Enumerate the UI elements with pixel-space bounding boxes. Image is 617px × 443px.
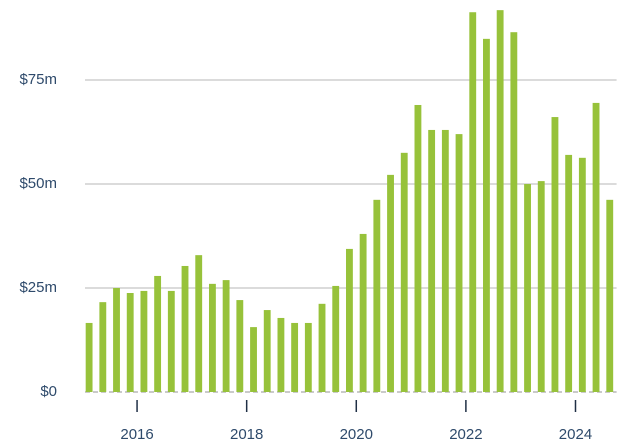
x-tick-label: 2018: [230, 426, 263, 443]
bar: [346, 248, 353, 392]
bar: [359, 233, 367, 392]
bar: [441, 129, 449, 392]
bar: [496, 10, 504, 393]
bar: [510, 32, 518, 392]
bar: [400, 152, 408, 392]
bar: [140, 290, 148, 392]
bar: [126, 293, 134, 392]
bar: [263, 310, 271, 392]
bar: [483, 38, 490, 393]
bar: [455, 134, 463, 392]
bar: [428, 129, 436, 392]
bar: [250, 327, 257, 392]
y-tick-label: $25m: [19, 279, 57, 296]
bar: [606, 199, 614, 392]
y-tick-label: $75m: [19, 71, 57, 88]
y-tick-label: $0: [40, 383, 57, 400]
bar: [277, 317, 285, 392]
bar: [332, 285, 340, 392]
x-tick-label: 2024: [559, 426, 592, 443]
bar: [99, 302, 107, 392]
bar: [469, 12, 477, 392]
bar: [113, 288, 120, 392]
bar: [167, 290, 175, 392]
bar: [551, 117, 559, 392]
bar: [565, 154, 573, 392]
bar: [222, 280, 230, 392]
y-tick-label: $50m: [19, 175, 57, 192]
bar: [373, 199, 381, 392]
x-tick-label: 2016: [120, 426, 153, 443]
bar: [524, 184, 531, 392]
bar: [85, 322, 93, 392]
bar: [236, 300, 244, 392]
bar: [195, 255, 203, 392]
bar: [318, 303, 326, 392]
x-tick-label: 2020: [340, 426, 373, 443]
bar: [154, 275, 162, 392]
bar: [208, 283, 216, 392]
bar: [578, 157, 586, 392]
bar: [291, 322, 299, 392]
bar: [537, 181, 545, 392]
x-tick-label: 2022: [449, 426, 482, 443]
bar: [304, 322, 312, 392]
bar: [414, 104, 422, 392]
bar: [387, 174, 394, 392]
bar: [592, 102, 600, 392]
bar: [181, 265, 189, 392]
